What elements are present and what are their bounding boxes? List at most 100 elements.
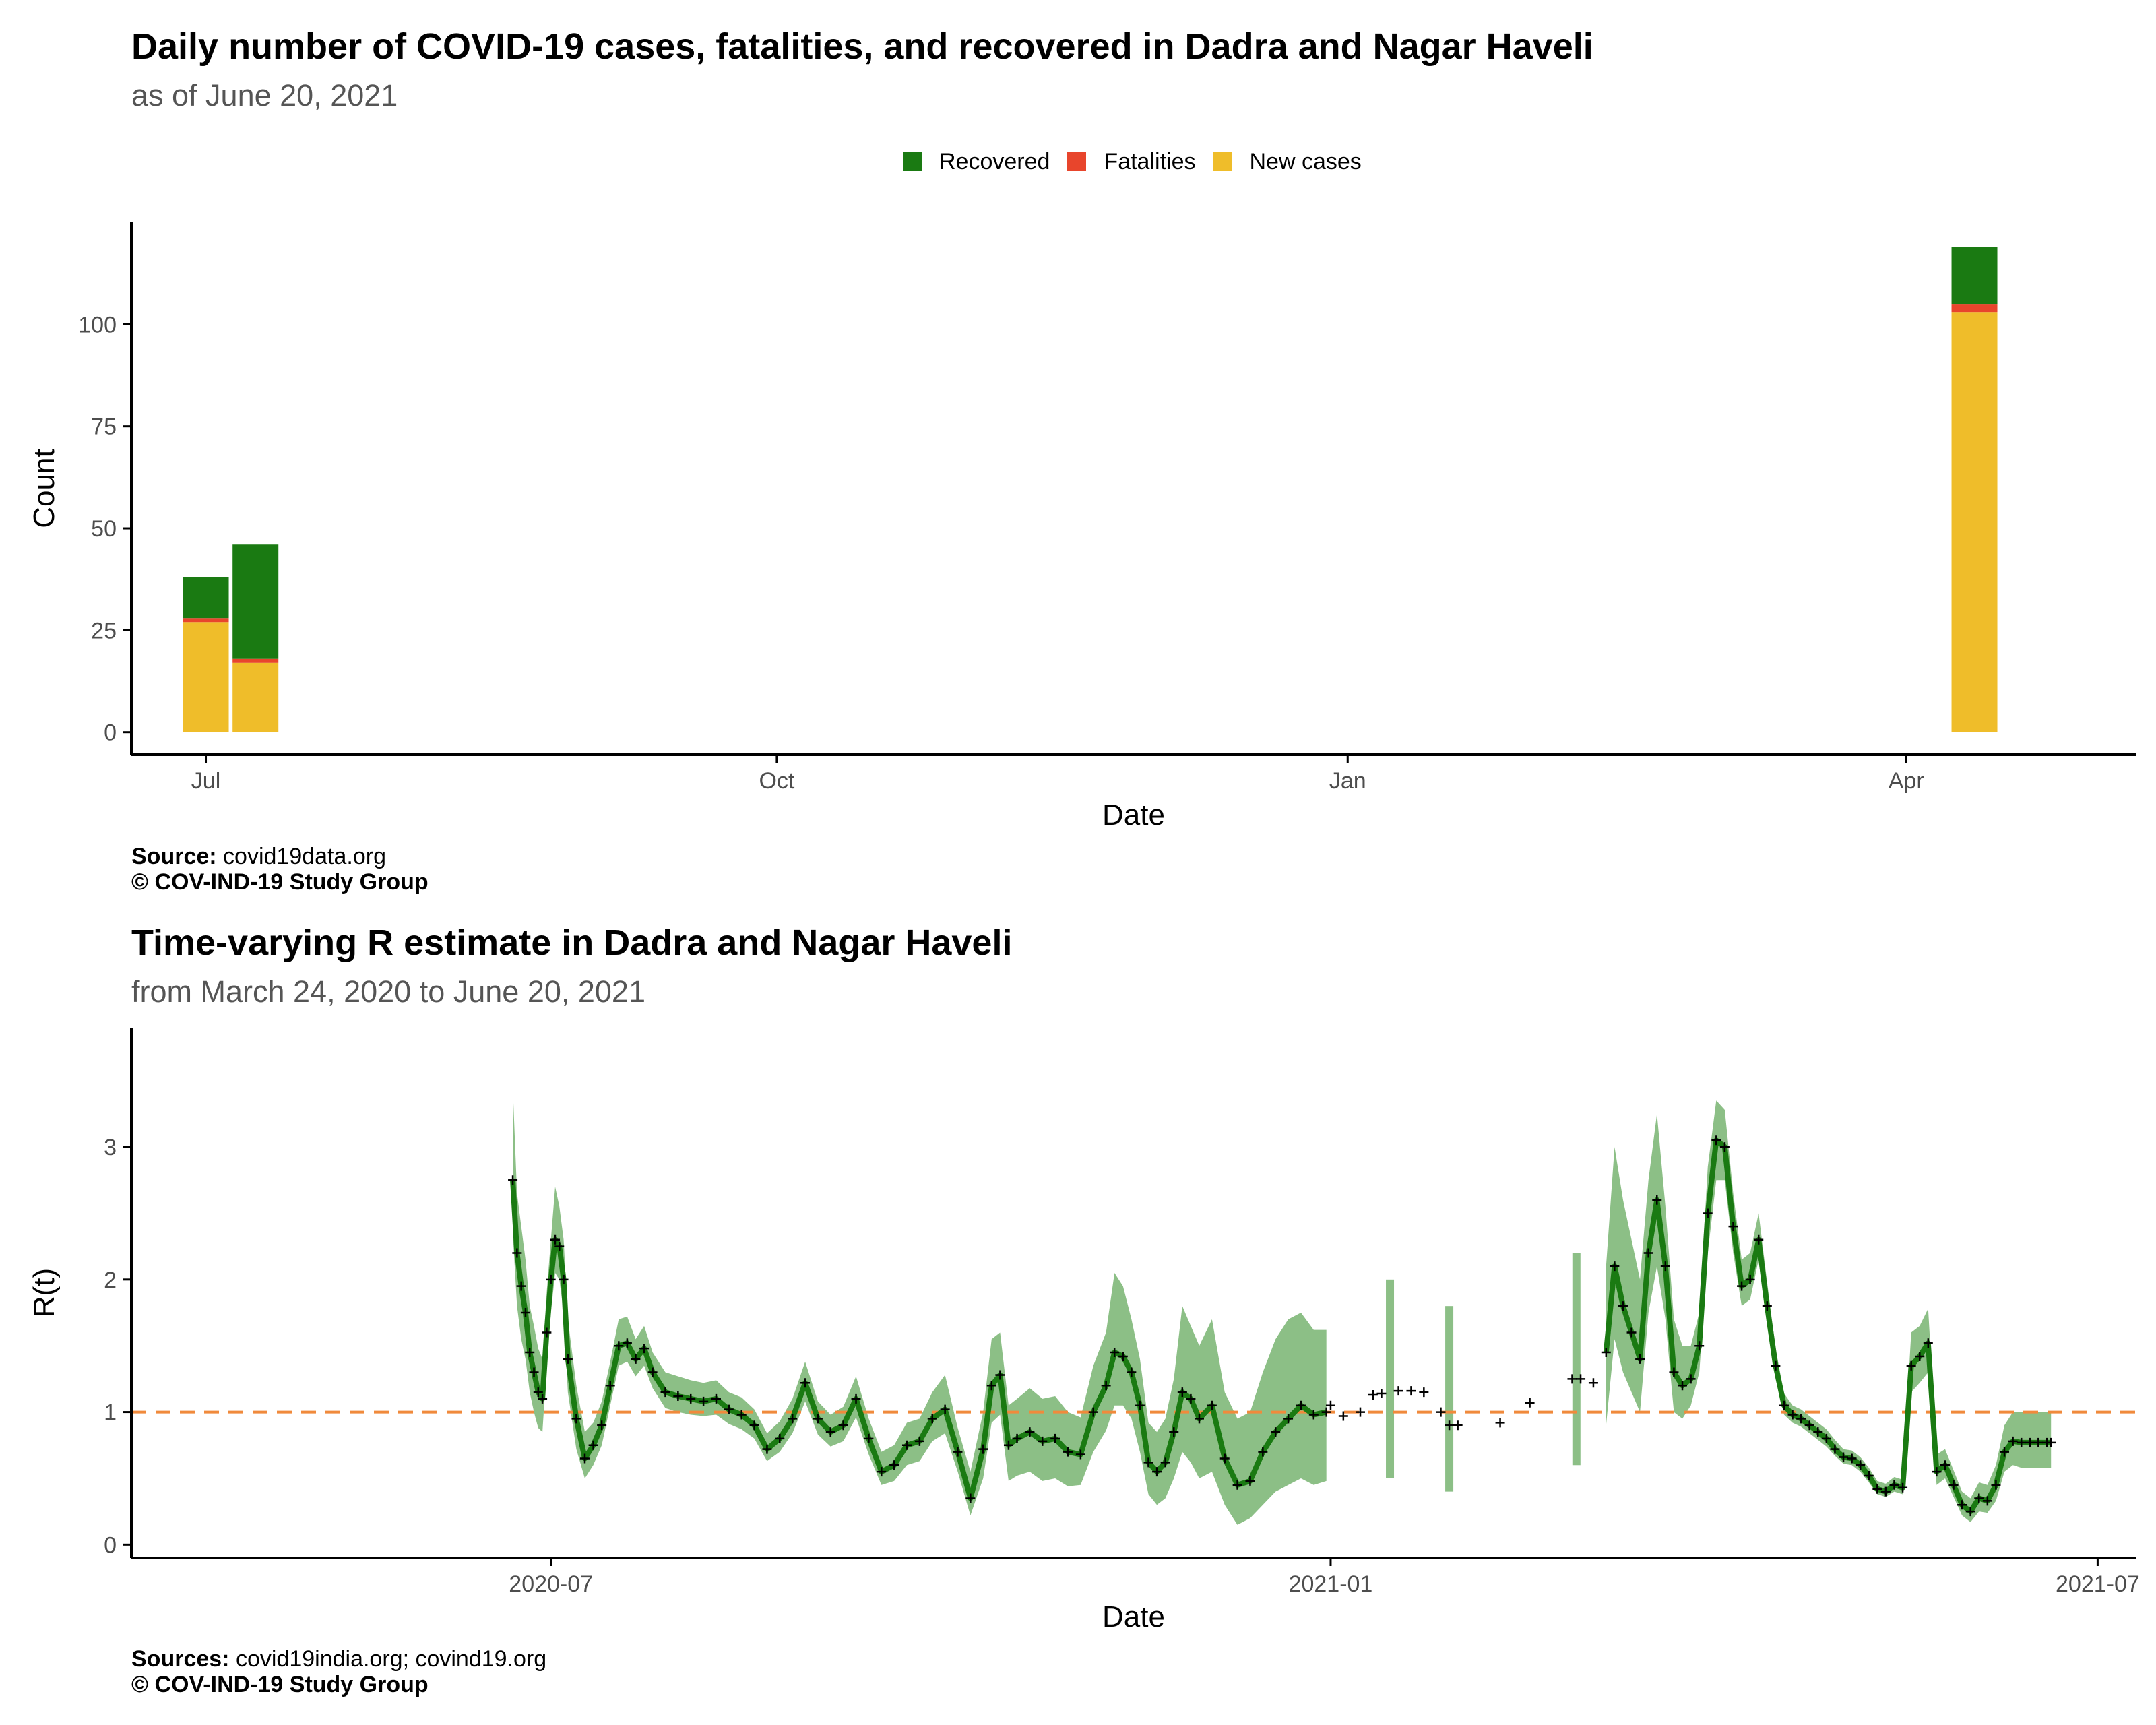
chart2-caption: Sources: covid19india.org; covind19.org … <box>131 1646 546 1697</box>
rt-point <box>538 1393 548 1404</box>
rt-point <box>1143 1457 1153 1468</box>
rt-point <box>1038 1436 1048 1446</box>
rt-point <box>995 1370 1005 1380</box>
rt-point <box>588 1440 598 1450</box>
rt-point <box>762 1444 772 1454</box>
chart1-title: Daily number of COVID-19 cases, fataliti… <box>131 26 1593 67</box>
rt-point <box>1271 1427 1281 1437</box>
rt-point <box>597 1420 607 1431</box>
chart1-x-tick-label: Apr <box>1889 768 1924 794</box>
bar-recovered <box>232 544 279 659</box>
rt-point <box>1643 1248 1653 1258</box>
rt-point <box>1219 1453 1230 1464</box>
rt-point <box>1669 1367 1679 1377</box>
chart1-x-axis-title: Date <box>1102 798 1165 832</box>
bar-recovered <box>183 577 229 619</box>
rt-point <box>1779 1400 1789 1410</box>
chart2-source: covid19india.org; covind19.org <box>235 1646 547 1672</box>
rt-point <box>1296 1400 1306 1410</box>
legend-item-fatalities: Fatalities <box>1067 149 1195 175</box>
legend-label-recovered: Recovered <box>939 148 1050 175</box>
rt-point <box>1796 1414 1806 1424</box>
rt-point <box>516 1281 526 1291</box>
rt-point <box>2033 1437 2043 1447</box>
rt-point <box>639 1344 649 1354</box>
rt-point <box>1075 1449 1085 1460</box>
rt-point <box>914 1436 924 1446</box>
legend-swatch-fatalities <box>1067 152 1087 171</box>
bar-new-cases <box>1951 312 1998 732</box>
chart1-legend: Recovered Fatalities New cases <box>903 147 1379 177</box>
rt-point <box>1965 1507 1975 1517</box>
rt-point <box>699 1396 709 1406</box>
bar-new-cases <box>232 662 279 732</box>
chart1-y-axis-title: Count <box>28 449 61 528</box>
rt-point <box>1186 1393 1196 1404</box>
rt-line <box>1603 1137 2052 1515</box>
rt-point <box>851 1393 861 1404</box>
rt-point <box>1864 1471 1874 1481</box>
chart1-source: covid19data.org <box>223 844 386 869</box>
rt-point <box>622 1338 632 1348</box>
rt-point <box>660 1387 670 1398</box>
rt-point <box>1576 1374 1586 1384</box>
rt-point <box>1308 1410 1319 1420</box>
rt-point <box>1898 1482 1908 1493</box>
rt-point <box>953 1447 963 1457</box>
rt-point <box>2008 1436 2018 1446</box>
chart1-y-tick-label: 25 <box>91 618 117 644</box>
rt-point <box>1686 1374 1696 1384</box>
chart1-y-tick-label: 0 <box>104 720 117 746</box>
rt-point <box>1957 1500 1967 1510</box>
rt-point <box>1177 1387 1187 1398</box>
rt-point <box>1737 1281 1747 1291</box>
rt-point <box>1321 1407 1331 1417</box>
rt-point <box>1245 1476 1255 1486</box>
rt-point <box>1821 1433 1831 1443</box>
rt-point <box>1948 1480 1959 1490</box>
rt-point <box>1127 1367 1137 1377</box>
rt-point <box>736 1410 747 1420</box>
chart1-y-tick-label: 50 <box>91 516 117 542</box>
rt-point <box>889 1460 899 1470</box>
rt-point <box>512 1248 522 1258</box>
rt-point <box>1445 1420 1455 1431</box>
rt-point <box>546 1274 556 1284</box>
rt-point <box>1003 1440 1013 1450</box>
rt-point <box>724 1404 734 1414</box>
rt-point <box>579 1453 590 1464</box>
rt-point <box>1050 1433 1060 1443</box>
rt-point <box>605 1381 615 1391</box>
bar-fatalities <box>183 618 229 623</box>
rt-point <box>1804 1420 1814 1431</box>
rt-point <box>1110 1348 1120 1358</box>
rt-point <box>1660 1261 1670 1272</box>
rt-point <box>1856 1460 1866 1470</box>
rt-point <box>559 1274 569 1284</box>
rt-confidence-band <box>1445 1306 1454 1492</box>
rt-point <box>1135 1400 1145 1410</box>
rt-confidence-band <box>1386 1279 1395 1478</box>
rt-point <box>877 1467 887 1477</box>
rt-point <box>1376 1389 1387 1399</box>
chart1-x-tick-label: Oct <box>759 768 794 794</box>
rt-point <box>1419 1387 1429 1398</box>
rt-point <box>1567 1374 1577 1384</box>
rt-point <box>520 1308 530 1318</box>
rt-point <box>614 1341 624 1351</box>
chart1-credit: © COV-IND-19 Study Group <box>131 869 429 895</box>
rt-point <box>1601 1348 1611 1358</box>
rt-point <box>1678 1381 1688 1391</box>
rt-point <box>1728 1222 1738 1232</box>
rt-point <box>1525 1398 1535 1408</box>
rt-point <box>1906 1360 1916 1371</box>
rt-point <box>749 1420 759 1431</box>
chart1-x-tick-label: Jan <box>1329 768 1366 794</box>
rt-point <box>2000 1447 2010 1457</box>
rt-point <box>978 1444 988 1454</box>
rt-point <box>1088 1407 1098 1417</box>
rt-point <box>2025 1437 2035 1447</box>
chart1-caption: Source: covid19data.org © COV-IND-19 Stu… <box>131 844 429 895</box>
rt-point <box>711 1393 721 1404</box>
chart2-credit: © COV-IND-19 Study Group <box>131 1672 429 1697</box>
